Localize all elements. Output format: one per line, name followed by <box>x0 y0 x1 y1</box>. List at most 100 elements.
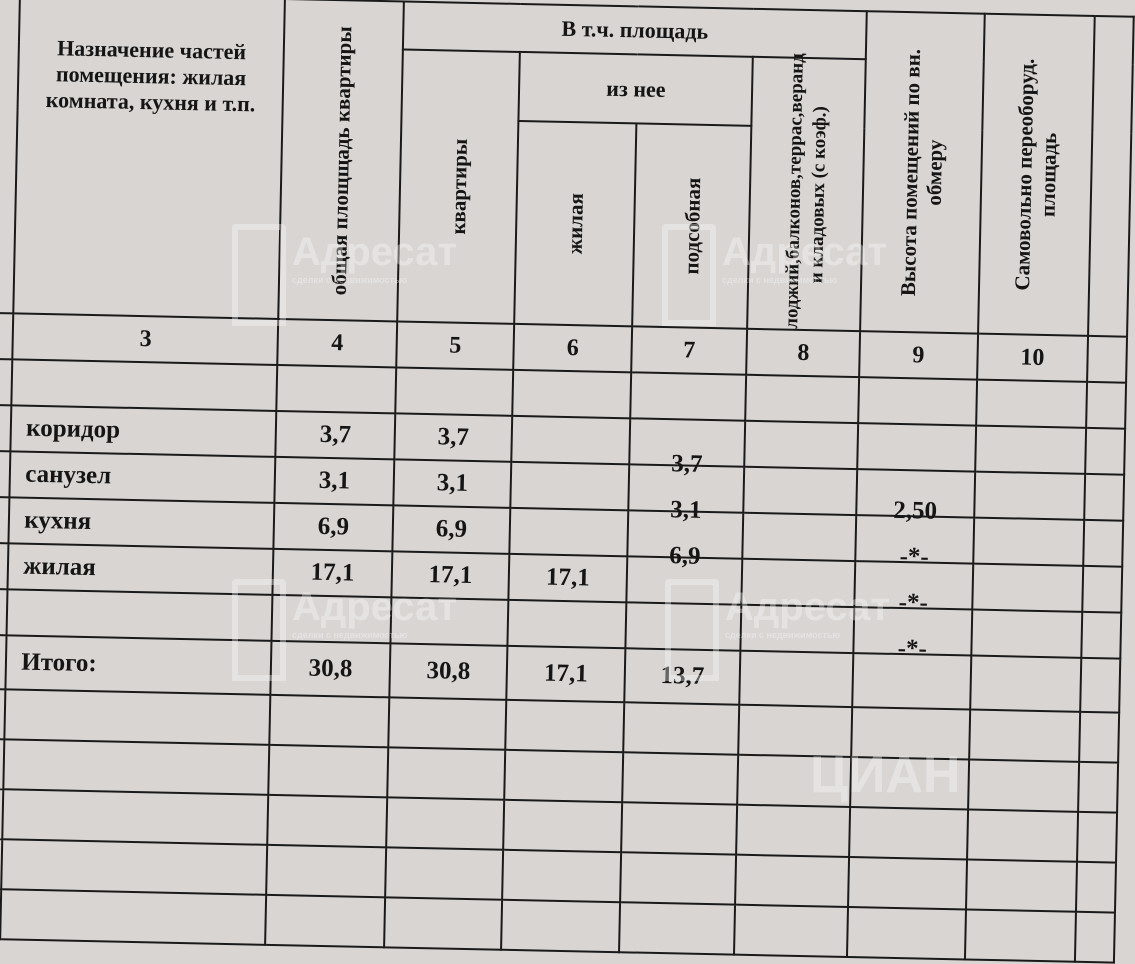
utility-area: 3,7 <box>629 418 746 478</box>
total-c4: 30,8 <box>270 640 391 698</box>
utility-area: 6,9 <box>627 510 744 570</box>
empty-cell <box>619 852 737 905</box>
empty-cell <box>265 894 385 948</box>
empty-cell <box>1085 427 1126 475</box>
header-unauthorized-text: Самовольно переоборуд. площадь <box>1009 58 1062 291</box>
total-c6: 17,1 <box>506 645 626 703</box>
empty-cell <box>847 907 966 960</box>
empty-cell <box>623 702 740 755</box>
empty-cell <box>502 849 621 903</box>
header-apartment-text: квартиры <box>445 138 472 235</box>
column-number: 4 <box>277 318 398 368</box>
column-number: 10 <box>976 333 1089 382</box>
empty-cell <box>501 899 620 953</box>
living-area <box>510 461 630 511</box>
header-height: Высота помещений по вн. обмеру <box>860 11 985 334</box>
room-name-value: коридор <box>25 414 121 444</box>
room-height: -*- <box>855 515 974 571</box>
apartment-area: 17,1 <box>391 551 510 600</box>
header-total-area-text: общая площщадь квартиры <box>326 25 356 295</box>
apartment-area-value: 3,1 <box>436 469 469 497</box>
total-area: 3,7 <box>275 410 396 460</box>
empty-cell <box>267 794 388 848</box>
empty-cell <box>971 563 1084 612</box>
empty-cell <box>620 802 738 855</box>
empty-cell <box>968 709 1081 762</box>
room-height: -*- <box>853 607 972 663</box>
empty-cell <box>974 425 1087 474</box>
apartment-area <box>390 597 509 646</box>
total-area-value: 3,1 <box>318 466 351 495</box>
empty-cell <box>849 807 968 860</box>
empty-cell <box>1079 711 1120 763</box>
empty-cell <box>1084 473 1125 521</box>
apartment-area: 3,1 <box>393 459 512 508</box>
empty-cell <box>1081 611 1122 659</box>
header-apartment: квартиры <box>397 49 521 324</box>
header-unauthorized-area: Самовольно переоборуд. площадь <box>977 13 1095 336</box>
total-area-value: 6,9 <box>317 512 350 541</box>
empty-cell <box>505 699 625 753</box>
empty-cell <box>503 799 622 853</box>
living-area-value: 17,1 <box>545 563 591 592</box>
empty-cell <box>851 707 970 760</box>
empty-cell <box>266 844 386 898</box>
empty-cell <box>972 517 1085 566</box>
header-total-area: общая площщадь квартиры <box>278 0 404 322</box>
column-number: 7 <box>630 326 748 375</box>
header-living: жилая <box>514 120 637 327</box>
room-name: кухня <box>8 497 275 549</box>
header-loggias: лоджий,балконов,террас,веранд и кладовых… <box>747 53 866 332</box>
empty-cell <box>3 739 270 795</box>
empty-cell <box>4 689 271 745</box>
empty-cell <box>737 754 852 808</box>
empty-cell <box>1075 911 1115 963</box>
empty-cell <box>0 889 267 945</box>
living-area <box>509 507 629 557</box>
total-area: 3,1 <box>274 456 395 506</box>
empty-cell <box>967 759 1080 812</box>
total-area-value: 17,1 <box>310 558 355 587</box>
column-number: 5 <box>396 321 515 370</box>
empty-cell <box>966 809 1079 862</box>
empty-cell <box>384 847 504 900</box>
empty-cell <box>848 857 967 910</box>
empty-cell <box>388 697 507 750</box>
empty-cell <box>744 420 859 470</box>
column-number-blank <box>0 312 14 360</box>
empty-cell <box>734 904 849 957</box>
empty-cell <box>735 854 850 908</box>
total-area <box>271 594 392 644</box>
room-name: санузел <box>9 451 276 503</box>
total-label: Итого: <box>5 635 272 695</box>
empty-cell <box>387 747 506 800</box>
header-height-text: Высота помещений по вн. обмеру <box>895 48 947 296</box>
header-of-which: из нее <box>518 51 754 126</box>
room-name-value: санузел <box>24 460 112 490</box>
utility-area <box>626 556 743 605</box>
utility-area <box>625 602 742 651</box>
empty-cell <box>618 902 736 955</box>
column-number: 3 <box>12 313 279 365</box>
header-purpose: Назначение частей помещения: жилая комна… <box>13 0 286 319</box>
header-col-11 <box>1088 15 1134 337</box>
living-area <box>507 599 627 649</box>
apartment-area: 3,7 <box>394 413 513 462</box>
empty-cell <box>1082 565 1123 613</box>
empty-cell <box>385 797 505 850</box>
empty-cell <box>850 757 969 810</box>
column-number: 6 <box>513 323 632 373</box>
column-number: 8 <box>746 328 861 378</box>
empty-cell <box>1 839 268 895</box>
room-name: жилая <box>7 543 274 595</box>
room-name-value: жилая <box>23 552 97 582</box>
empty-cell <box>741 558 856 608</box>
total-area: 6,9 <box>273 502 394 552</box>
empty-cell <box>1077 811 1118 863</box>
empty-cell <box>504 749 624 803</box>
empty-cell <box>964 909 1077 962</box>
total-c5: 30,8 <box>389 643 508 700</box>
empty-cell <box>740 604 855 654</box>
empty-cell <box>973 471 1086 520</box>
